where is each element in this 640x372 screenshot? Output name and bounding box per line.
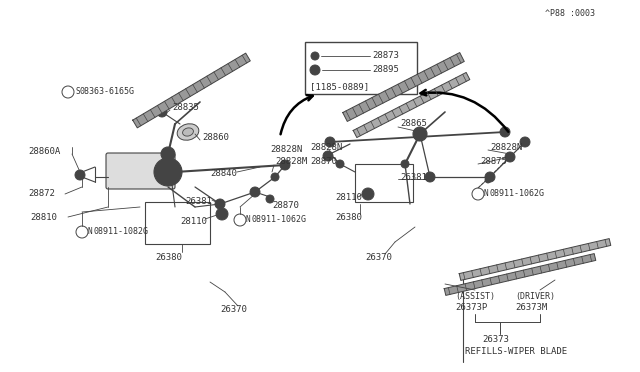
- Text: (ASSIST): (ASSIST): [455, 292, 495, 301]
- Text: 26373P: 26373P: [455, 302, 487, 311]
- Circle shape: [161, 147, 175, 161]
- Circle shape: [362, 188, 374, 200]
- Circle shape: [311, 52, 319, 60]
- Text: ^P88 :0003: ^P88 :0003: [545, 10, 595, 19]
- Circle shape: [280, 160, 290, 170]
- Text: 28828M: 28828M: [275, 157, 307, 167]
- Text: (DRIVER): (DRIVER): [515, 292, 555, 301]
- Circle shape: [215, 199, 225, 209]
- Circle shape: [266, 195, 274, 203]
- Text: 26373: 26373: [482, 336, 509, 344]
- Text: [1185-0889]: [1185-0889]: [310, 83, 369, 92]
- Circle shape: [216, 208, 228, 220]
- Text: 08911-1082G: 08911-1082G: [94, 228, 149, 237]
- Polygon shape: [460, 238, 611, 280]
- Text: 28872: 28872: [28, 189, 55, 199]
- Ellipse shape: [182, 128, 193, 136]
- Text: 26380: 26380: [335, 212, 362, 221]
- Text: 28828N: 28828N: [310, 142, 342, 151]
- Circle shape: [157, 107, 167, 117]
- Text: 28828N: 28828N: [490, 142, 522, 151]
- Text: 28870: 28870: [272, 201, 299, 209]
- Circle shape: [281, 161, 289, 169]
- Polygon shape: [353, 73, 470, 138]
- Circle shape: [500, 127, 510, 137]
- Bar: [305, 42, 417, 94]
- Bar: [145, 202, 210, 244]
- Text: N: N: [88, 228, 93, 237]
- Text: 08911-1062G: 08911-1062G: [490, 189, 545, 199]
- Circle shape: [485, 172, 495, 182]
- Text: 28865: 28865: [400, 119, 427, 128]
- Text: 28895: 28895: [372, 65, 399, 74]
- Text: 28873: 28873: [372, 51, 399, 61]
- Circle shape: [250, 187, 260, 197]
- Text: 28860A: 28860A: [28, 148, 60, 157]
- Text: N: N: [484, 189, 488, 199]
- Text: 28840: 28840: [210, 170, 237, 179]
- Polygon shape: [342, 52, 464, 121]
- Text: 28110: 28110: [335, 192, 362, 202]
- Text: REFILLS-WIPER BLADE: REFILLS-WIPER BLADE: [465, 347, 567, 356]
- Circle shape: [505, 152, 515, 162]
- Polygon shape: [132, 53, 250, 128]
- Circle shape: [154, 158, 182, 186]
- Text: 26373M: 26373M: [515, 302, 547, 311]
- Circle shape: [217, 201, 223, 207]
- Polygon shape: [444, 254, 596, 295]
- Text: 26370: 26370: [220, 305, 247, 314]
- Text: 26370: 26370: [365, 253, 392, 262]
- Text: 28875: 28875: [480, 157, 507, 167]
- Text: 28870: 28870: [310, 157, 337, 167]
- Text: 28810: 28810: [30, 212, 57, 221]
- Text: 28828N: 28828N: [270, 145, 302, 154]
- Text: 28835: 28835: [172, 103, 199, 112]
- Circle shape: [271, 173, 279, 181]
- Text: 08363-6165G: 08363-6165G: [80, 87, 135, 96]
- Text: 26380: 26380: [155, 253, 182, 262]
- Circle shape: [336, 160, 344, 168]
- Text: 28110: 28110: [180, 218, 207, 227]
- FancyBboxPatch shape: [106, 153, 175, 189]
- Text: S: S: [75, 87, 79, 96]
- Ellipse shape: [177, 124, 199, 140]
- Text: 26381: 26381: [185, 198, 212, 206]
- Text: 08911-1062G: 08911-1062G: [252, 215, 307, 224]
- Circle shape: [310, 65, 320, 75]
- Text: 26381: 26381: [400, 173, 427, 182]
- Circle shape: [413, 127, 427, 141]
- Text: N: N: [246, 215, 251, 224]
- Circle shape: [485, 177, 491, 183]
- Text: 28860: 28860: [202, 132, 229, 141]
- Circle shape: [75, 170, 85, 180]
- Bar: [355, 164, 413, 202]
- Circle shape: [401, 160, 409, 168]
- Circle shape: [325, 137, 335, 147]
- Circle shape: [323, 151, 333, 161]
- Circle shape: [520, 137, 530, 147]
- Circle shape: [425, 172, 435, 182]
